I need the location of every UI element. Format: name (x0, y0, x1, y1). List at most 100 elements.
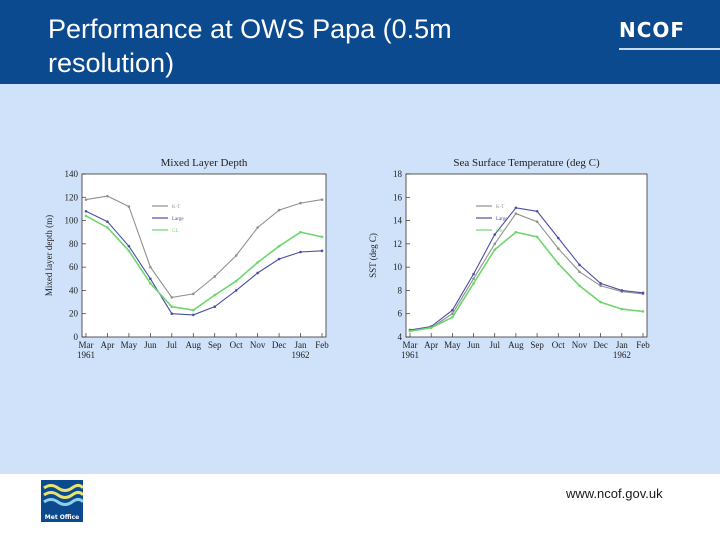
data-point (472, 282, 475, 285)
data-point (84, 198, 88, 201)
data-point (234, 279, 238, 283)
y-tick-label: 120 (65, 192, 79, 202)
brand-rule (619, 48, 720, 50)
x-tick-label: Nov (572, 340, 588, 350)
x-tick-label: Jun (144, 340, 157, 350)
met-office-logo: Met Office (41, 480, 85, 522)
y-tick-label: 8 (398, 285, 403, 295)
legend-label: Large (172, 217, 184, 222)
data-point (149, 277, 152, 281)
data-point (213, 305, 217, 309)
y-axis-label: SST (deg C) (368, 233, 378, 278)
series-line-large (409, 207, 644, 331)
data-point (106, 220, 109, 224)
data-point (472, 272, 475, 276)
legend-label: Large (496, 217, 508, 222)
legend-label: GL (172, 229, 179, 234)
data-point (213, 293, 217, 297)
y-tick-label: 20 (69, 309, 79, 319)
data-point (535, 220, 539, 224)
x-tick-label: Jul (167, 340, 178, 350)
data-point (84, 214, 88, 218)
data-point (493, 233, 497, 236)
y-tick-label: 4 (398, 332, 403, 342)
data-point (170, 312, 174, 316)
slide-header: Performance at OWS Papa (0.5m resolution… (0, 0, 720, 84)
x-tick-label: Sep (208, 340, 222, 350)
data-point (191, 313, 195, 317)
plot-area-1 (81, 173, 327, 338)
x-tick-label: Apr (424, 340, 438, 350)
met-office-text: Met Office (44, 514, 80, 521)
data-point (234, 254, 238, 257)
y-tick-label: 0 (74, 332, 79, 342)
ncof-logo: NCOF (619, 18, 686, 42)
data-point (556, 247, 560, 250)
plot-area-2 (405, 173, 648, 338)
x-tick-label: Dec (272, 340, 287, 350)
y-axis-label: Mixed layer depth (m) (44, 215, 54, 296)
data-point (299, 230, 302, 234)
chart-title: Mixed Layer Depth (161, 157, 248, 169)
data-point (535, 209, 539, 213)
series-line-k-t (409, 212, 644, 331)
year-label: 1961 (77, 350, 95, 360)
data-point (191, 292, 195, 296)
waves-icon (43, 484, 85, 506)
data-point (493, 242, 497, 246)
data-point (641, 291, 645, 295)
data-point (599, 282, 602, 285)
y-tick-label: 16 (393, 192, 403, 202)
data-point (299, 201, 302, 205)
data-point (620, 289, 624, 292)
year-label: 1962 (292, 350, 310, 360)
data-point (514, 206, 518, 210)
charts: Mixed Layer Depth 0 20 40 60 80 100 120 140 Mixed… (44, 157, 650, 360)
legend-label: Obs (496, 229, 504, 234)
y-tick-label: 80 (69, 239, 79, 249)
data-point (578, 263, 581, 267)
data-point (170, 305, 174, 309)
data-point (277, 244, 281, 248)
data-point (408, 329, 412, 333)
data-point (106, 226, 109, 229)
data-point (149, 282, 152, 285)
data-point (299, 250, 302, 254)
x-tick-label: Feb (315, 340, 329, 350)
x-tick-label: Jul (489, 340, 500, 350)
y-tick-label: 12 (393, 239, 402, 249)
y-tick-label: 18 (393, 169, 403, 179)
x-tick-label: Apr (100, 340, 114, 350)
data-point (256, 226, 259, 229)
data-point (451, 312, 454, 316)
data-point (556, 262, 560, 265)
footer-url[interactable]: www.ncof.gov.uk (566, 486, 663, 501)
data-point (127, 244, 131, 248)
series-line-large (85, 210, 323, 316)
x-tick-label: Sep (530, 340, 544, 350)
data-point (493, 248, 497, 251)
x-tick-label: Jan (295, 340, 307, 350)
data-point (277, 257, 281, 261)
data-point (213, 275, 217, 278)
x-tick-label: Nov (250, 340, 266, 350)
data-point (277, 208, 281, 212)
x-tick-label: Jan (616, 340, 628, 350)
data-point (256, 261, 259, 264)
data-point (535, 235, 539, 239)
y-tick-label: 140 (65, 169, 79, 179)
data-point (514, 230, 518, 234)
chart-title: Sea Surface Temperature (deg C) (453, 157, 600, 169)
data-point (127, 249, 131, 253)
data-point (320, 235, 324, 239)
data-point (599, 284, 602, 288)
data-point (320, 249, 324, 253)
data-point (641, 310, 645, 313)
x-tick-label: May (444, 340, 461, 350)
x-tick-label: Feb (636, 340, 650, 350)
data-point (429, 326, 433, 329)
series-line-k-t (85, 195, 323, 298)
data-point (234, 289, 238, 292)
year-label: 1962 (613, 350, 631, 360)
data-point (620, 307, 624, 311)
